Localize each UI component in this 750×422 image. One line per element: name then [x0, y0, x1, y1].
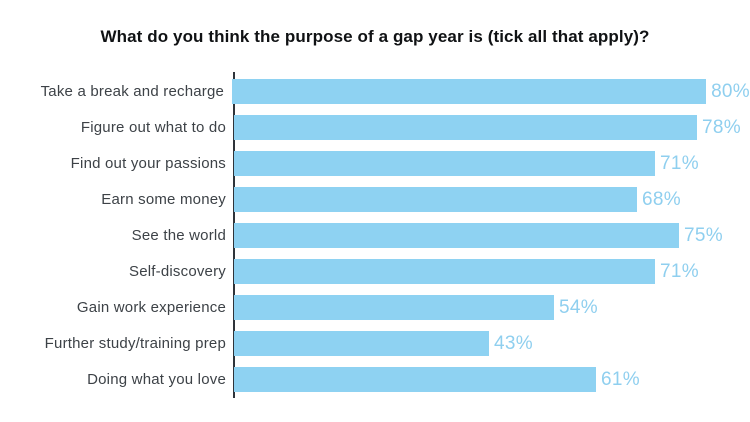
- category-label: See the world: [131, 227, 226, 244]
- bar: [234, 187, 637, 212]
- bar-row: Find out your passions 71%: [0, 151, 750, 176]
- bar-row: Take a break and recharge 80%: [0, 79, 750, 104]
- bar-row: Gain work experience 54%: [0, 295, 750, 320]
- value-label: 43%: [494, 332, 533, 354]
- category-label: Self-discovery: [129, 263, 226, 280]
- bar-row: Further study/training prep 43%: [0, 331, 750, 356]
- bar-row: Self-discovery 71%: [0, 259, 750, 284]
- bar-row: Figure out what to do 78%: [0, 115, 750, 140]
- bar: [234, 223, 679, 248]
- value-label: 61%: [601, 368, 640, 390]
- value-label: 54%: [559, 296, 598, 318]
- value-label: 80%: [711, 80, 750, 102]
- bar: [232, 79, 707, 104]
- value-label: 68%: [642, 188, 681, 210]
- bar: [234, 115, 697, 140]
- category-label: Further study/training prep: [44, 335, 226, 352]
- bar-row: Doing what you love 61%: [0, 367, 750, 392]
- category-label: Find out your passions: [70, 155, 226, 172]
- category-label: Gain work experience: [76, 299, 226, 316]
- value-label: 71%: [660, 260, 699, 282]
- value-label: 78%: [702, 116, 741, 138]
- bar-row: Earn some money 68%: [0, 187, 750, 212]
- bar-rows: Take a break and recharge 80% Figure out w…: [0, 79, 750, 403]
- bar: [234, 151, 655, 176]
- category-label: Doing what you love: [87, 371, 226, 388]
- value-label: 71%: [660, 152, 699, 174]
- value-label: 75%: [684, 224, 723, 246]
- bar-row: See the world 75%: [0, 223, 750, 248]
- category-label: Figure out what to do: [80, 119, 226, 136]
- category-label: Take a break and recharge: [40, 83, 225, 100]
- category-label: Earn some money: [101, 191, 226, 208]
- bar: [234, 331, 489, 356]
- plot-area: Take a break and recharge 80% Figure out w…: [0, 72, 750, 406]
- bar: [234, 367, 596, 392]
- chart-title: What do you think the purpose of a gap y…: [100, 27, 650, 46]
- bar: [234, 259, 655, 284]
- bar: [234, 295, 554, 320]
